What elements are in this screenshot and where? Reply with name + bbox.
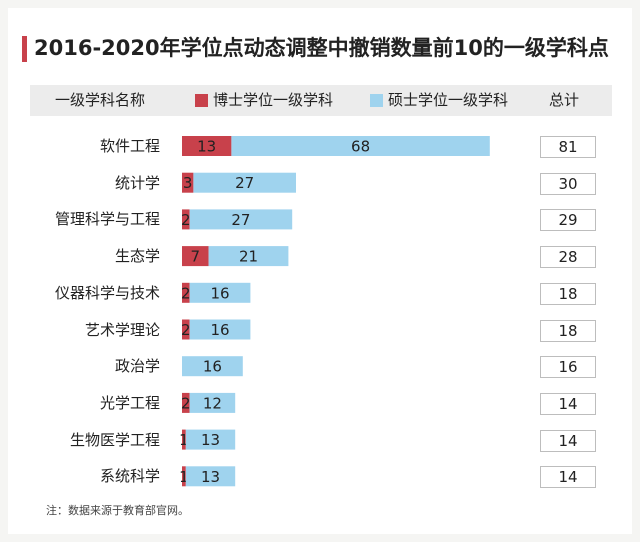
total-value: 16 bbox=[540, 356, 596, 379]
legend-swatch-master bbox=[370, 94, 383, 107]
category-label: 生态学 bbox=[114, 247, 160, 266]
legend-label-doctor: 博士学位一级学科 bbox=[213, 91, 334, 109]
total-value: 14 bbox=[540, 392, 596, 415]
total-value: 14 bbox=[540, 429, 596, 452]
title-accent-bar bbox=[22, 36, 27, 62]
total-value: 81 bbox=[540, 136, 596, 158]
category-label: 光学工程 bbox=[99, 393, 160, 412]
category-label: 管理科学与工程 bbox=[54, 210, 160, 229]
total-value: 18 bbox=[540, 282, 596, 305]
chart-title: 2016-2020年学位点动态调整中撤销数量前10的一级学科点 bbox=[34, 36, 609, 60]
total-value: 28 bbox=[540, 246, 596, 269]
column-header-total: 总计 bbox=[549, 91, 580, 109]
column-header-name: 一级学科名称 bbox=[55, 91, 146, 109]
category-label: 政治学 bbox=[114, 357, 160, 376]
total-value: 30 bbox=[540, 172, 596, 195]
legend-swatch-doctor bbox=[195, 94, 208, 107]
category-label: 系统科学 bbox=[99, 467, 160, 486]
category-label: 艺术学理论 bbox=[84, 320, 160, 339]
category-label: 统计学 bbox=[114, 173, 160, 192]
total-value: 18 bbox=[540, 319, 596, 342]
total-value: 14 bbox=[540, 466, 596, 489]
category-label: 软件工程 bbox=[99, 137, 160, 155]
source-note: 注：数据来源于教育部官网。 bbox=[46, 504, 189, 517]
category-label: 仪器科学与技术 bbox=[54, 283, 160, 302]
category-label: 生物医学工程 bbox=[69, 430, 160, 449]
total-value: 29 bbox=[540, 209, 596, 232]
legend-label-master: 硕士学位一级学科 bbox=[388, 91, 509, 109]
table-header: 一级学科名称 博士学位一级学科 硕士学位一级学科 总计 bbox=[30, 85, 612, 116]
